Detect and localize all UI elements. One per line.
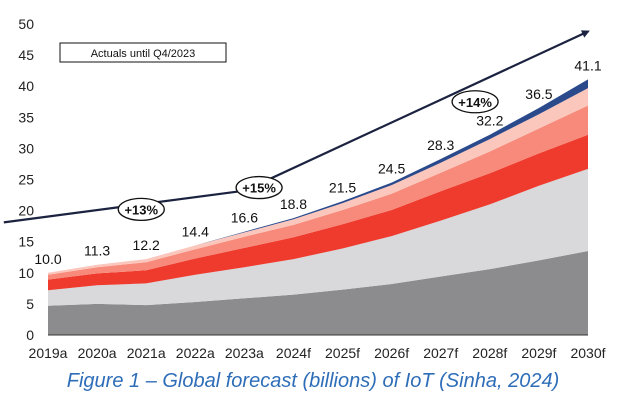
y-tick-label: 0 [26,327,34,343]
growth-marker-label: +14% [458,95,492,110]
total-value-labels: 10.0 11.3 12.2 14.4 16.6 18.8 21.5 24.5 28.3 32.2… [34,57,601,266]
total-value-label: 12.2 [133,237,160,253]
x-tick-label: 2029f [521,345,556,361]
growth-marker-bubble [235,175,283,200]
total-value-label: 10.0 [34,251,61,267]
y-tick-label: 35 [18,109,34,125]
total-value-label: 32.2 [476,113,503,129]
stacked-areas [48,79,588,335]
y-tick-label: 30 [18,140,34,156]
y-tick-label: 40 [18,78,34,94]
growth-marker-label: +15% [242,181,276,196]
actuals-note: Actuals until Q4/2023 [59,42,227,63]
area-series-3 [48,134,588,291]
x-tick-label: 2019a [29,345,68,361]
total-value-label: 14.4 [182,223,209,239]
total-value-label: 41.1 [574,57,601,73]
y-tick-label: 20 [18,203,34,219]
actuals-note-box [59,42,227,63]
growth-marker-bubble [117,197,165,222]
total-value-label: 18.8 [280,196,307,212]
growth-markers: +13% +15% +14% [117,90,499,222]
actuals-note-text: Actuals until Q4/2023 [91,48,196,60]
area-series-2 [48,168,588,306]
y-tick-label: 15 [18,234,34,250]
x-tick-label: 2021a [127,345,166,361]
x-axis-ticks: 2019a 2020a 2021a 2022a 2023a 2024f 2025f 2026f… [29,345,606,361]
x-tick-label: 2028f [472,345,507,361]
y-tick-label: 10 [18,265,34,281]
x-tick-label: 2020a [78,345,117,361]
growth-marker-bubble [451,90,499,114]
total-value-label: 16.6 [231,210,258,226]
x-tick-label: 2026f [374,345,409,361]
total-value-label: 21.5 [329,179,356,195]
x-tick-label: 2025f [325,345,360,361]
y-tick-label: 25 [18,172,34,188]
x-tick-label: 2030f [570,345,605,361]
x-tick-label: 2027f [423,345,458,361]
growth-marker-label: +13% [124,202,158,217]
area-series-1 [48,251,588,335]
y-axis-ticks: 0 5 10 15 20 25 30 35 40 45 50 [18,16,34,343]
total-value-label: 11.3 [84,243,110,259]
y-tick-label: 50 [18,16,34,32]
y-tick-label: 5 [26,296,34,312]
total-value-label: 24.5 [378,161,405,177]
total-value-label: 28.3 [427,137,454,153]
x-tick-label: 2022a [176,345,215,361]
x-tick-label: 2024f [276,345,311,361]
x-tick-label: 2023a [225,345,264,361]
figure-caption: Figure 1 – Global forecast (billions) of… [66,370,560,392]
iot-forecast-chart: 0 5 10 15 20 25 30 35 40 45 50 2019a 2020a 2021a 2022… [3,16,606,361]
y-tick-label: 45 [18,47,34,63]
total-value-label: 36.5 [525,86,552,102]
